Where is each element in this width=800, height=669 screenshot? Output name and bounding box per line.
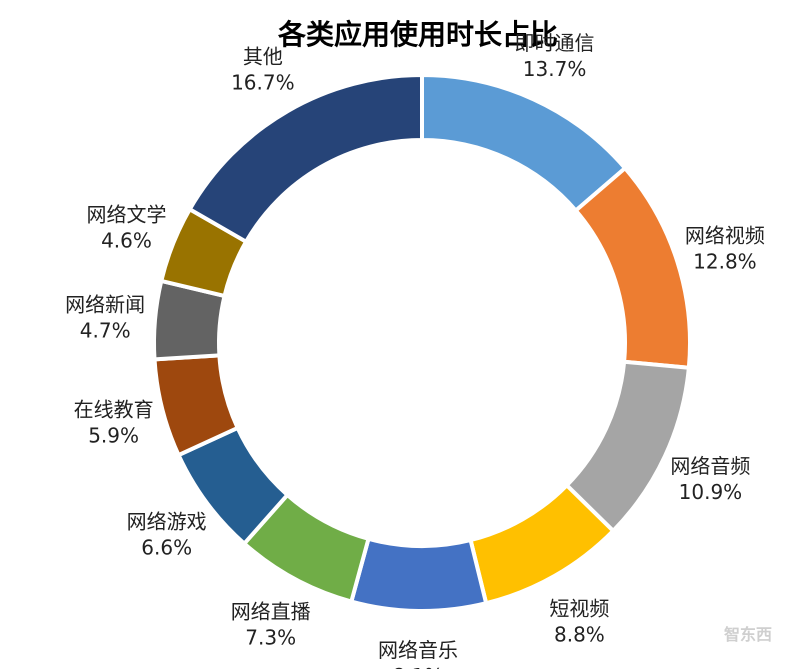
chart-title: 各类应用使用时长占比 [277, 18, 558, 51]
slice-value-7: 6.6% [141, 536, 192, 560]
slice-value-6: 7.3% [245, 626, 296, 650]
slices-group [152, 72, 692, 613]
slice-value-8: 5.9% [88, 424, 139, 448]
slice-label-8: 在线教育 [74, 398, 154, 422]
slice-label-5: 网络音乐 [378, 638, 458, 662]
slice-label-9: 网络新闻 [65, 293, 145, 317]
slice-value-4: 8.8% [554, 622, 605, 646]
slice-value-10: 4.6% [101, 229, 152, 253]
slice-value-5: 8.1% [393, 664, 444, 669]
slice-value-9: 4.7% [80, 319, 131, 343]
slice-label-6: 网络直播 [231, 600, 311, 624]
slice-label-4: 短视频 [549, 596, 609, 620]
slice-2 [573, 165, 692, 370]
slice-11 [187, 72, 424, 245]
slice-label-11: 其他 [243, 45, 283, 69]
slice-value-1: 13.7% [523, 57, 587, 81]
slice-label-3: 网络音频 [670, 454, 750, 478]
slice-value-3: 10.9% [679, 480, 743, 504]
slice-1 [420, 72, 628, 214]
slice-label-1: 即时通信 [515, 31, 595, 55]
watermark-logo: 智东西 [724, 625, 772, 644]
slice-label-7: 网络游戏 [127, 510, 207, 534]
slice-value-2: 12.8% [693, 249, 757, 273]
slice-value-11: 16.7% [231, 71, 295, 95]
slice-label-2: 网络视频 [685, 223, 765, 247]
slice-label-10: 网络文学 [86, 203, 166, 227]
slice-5 [348, 536, 489, 613]
